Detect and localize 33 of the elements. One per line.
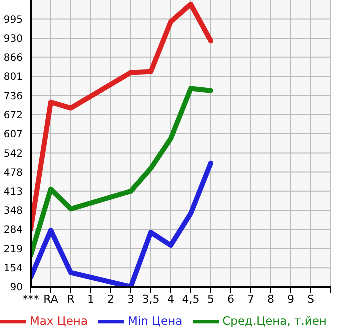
x-tick-label: 3 <box>128 292 134 306</box>
x-tick-label: 4,5 <box>182 292 200 306</box>
legend-label: Max Цена <box>30 314 88 328</box>
y-tick-label: 90 <box>10 282 23 294</box>
y-tick-label: 219 <box>4 244 23 256</box>
y-tick-label: 478 <box>4 168 23 179</box>
y-tick-label: 995 <box>4 14 23 26</box>
y-tick-label: 413 <box>4 186 23 198</box>
y-tick-label: 866 <box>4 52 23 64</box>
y-tick-label: 801 <box>4 72 23 84</box>
x-tick-label: 6 <box>228 292 234 306</box>
x-tick-label: 1 <box>88 292 94 306</box>
x-tick-label: S <box>308 292 315 306</box>
y-tick-label: 607 <box>4 130 23 141</box>
y-tick-label: 672 <box>4 110 23 122</box>
legend-label: Min Цена <box>128 314 183 328</box>
x-tick-label: R <box>67 292 76 306</box>
legend-label: Сред.Цена, т.йен <box>222 314 327 328</box>
y-tick-label: 542 <box>4 148 23 160</box>
y-tick-label: 736 <box>4 91 23 102</box>
x-tick-label: RA <box>44 292 59 306</box>
x-tick-label: 5 <box>208 292 214 306</box>
x-tick-label: 2 <box>108 292 114 306</box>
y-tick-label: 284 <box>4 225 23 236</box>
x-tick-label: 4 <box>168 292 174 306</box>
x-tick-label: *** <box>22 292 40 306</box>
x-tick-label: 8 <box>268 292 274 306</box>
x-tick-label: 7 <box>248 292 254 306</box>
x-tick-label: 9 <box>288 292 294 306</box>
y-tick-label: 930 <box>4 34 23 46</box>
y-tick-label: 348 <box>4 206 23 218</box>
x-tick-label: 3,5 <box>142 292 160 306</box>
y-tick-label: 154 <box>4 264 23 275</box>
